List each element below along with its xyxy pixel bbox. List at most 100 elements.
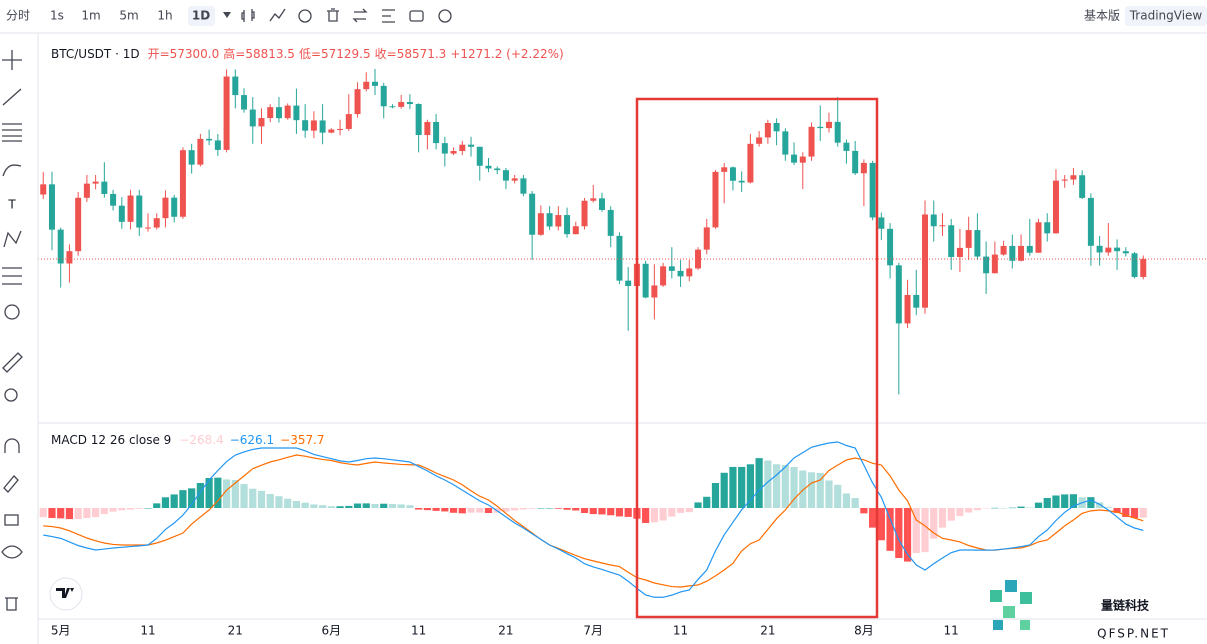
interval[interactable]: 1h xyxy=(157,9,172,23)
histogram-bar xyxy=(738,466,746,508)
camera-icon[interactable] xyxy=(409,10,424,22)
interval[interactable]: 1s xyxy=(50,9,64,23)
compare-icon[interactable] xyxy=(352,8,368,23)
candle-body xyxy=(110,193,117,206)
x-tick-label: 6月 xyxy=(322,624,342,638)
lock-tool[interactable] xyxy=(4,514,19,526)
candle-body xyxy=(869,162,876,218)
macd-value: −626.1 xyxy=(230,433,274,447)
candle-body xyxy=(808,126,815,157)
histogram-bar xyxy=(74,508,82,520)
logo-block xyxy=(990,590,1002,602)
indicator-icon[interactable] xyxy=(269,8,286,22)
candle-body xyxy=(991,254,998,274)
settings-icon[interactable] xyxy=(298,9,312,23)
icon-tool[interactable] xyxy=(4,304,20,320)
candle-body xyxy=(843,142,850,151)
candle-body xyxy=(1096,245,1103,253)
histogram-bar xyxy=(1122,508,1130,517)
candle-body xyxy=(529,193,536,235)
histogram-bar xyxy=(650,508,658,523)
candle-body xyxy=(267,107,274,119)
histogram-bar xyxy=(755,458,763,508)
magnet-tool[interactable] xyxy=(4,438,20,453)
x-tick-label: 21 xyxy=(760,624,775,638)
watermark: 量链科技 QFSP.NET xyxy=(990,580,1168,641)
candle-body xyxy=(57,229,64,264)
candle-body xyxy=(66,251,73,264)
crosshair-tool[interactable] xyxy=(2,50,22,70)
interval[interactable]: 分时 xyxy=(6,9,30,23)
histogram-bar xyxy=(275,496,283,508)
interval[interactable]: 5m xyxy=(119,9,138,23)
histogram-bar xyxy=(467,508,475,513)
histogram-bar xyxy=(205,478,213,508)
interval[interactable]: 1m xyxy=(81,9,100,23)
pattern-tool[interactable] xyxy=(3,230,22,248)
x-tick-label: 5月 xyxy=(51,624,71,638)
candle-body xyxy=(345,114,352,129)
histogram-bar xyxy=(118,508,126,511)
candle-body xyxy=(450,151,457,154)
delete-tool[interactable] xyxy=(5,597,18,611)
candle-body xyxy=(948,225,955,257)
candle-body xyxy=(371,81,378,86)
draw-mode-tool[interactable] xyxy=(3,475,19,493)
x-tick-label: 8月 xyxy=(854,624,874,638)
dropdown-icon[interactable] xyxy=(223,12,231,18)
candle-body xyxy=(825,121,832,129)
trash-icon[interactable] xyxy=(327,8,339,22)
candle-body xyxy=(756,137,763,144)
candle-body xyxy=(1114,247,1121,252)
ohlc-label: 低=57129.5 xyxy=(299,47,371,61)
visibility-tool[interactable] xyxy=(1,545,23,559)
view-option[interactable]: TradingView xyxy=(1129,9,1203,23)
histogram-bar xyxy=(415,508,423,510)
view-option[interactable]: 基本版 xyxy=(1084,9,1120,23)
candle-body xyxy=(468,144,475,147)
replay-icon[interactable] xyxy=(438,9,452,23)
candle-body xyxy=(721,167,728,172)
text-tool[interactable]: T xyxy=(7,198,16,212)
histogram-bar xyxy=(930,508,938,539)
zoom-tool[interactable] xyxy=(4,388,18,402)
candle-body xyxy=(223,76,230,150)
candle-body xyxy=(319,120,326,133)
brush-tool[interactable] xyxy=(2,164,22,177)
histogram-bar xyxy=(659,508,667,521)
histogram-bar xyxy=(554,508,562,509)
candle-body xyxy=(494,168,501,171)
ruler-tool[interactable] xyxy=(2,352,23,373)
trendline-tool[interactable] xyxy=(2,88,22,106)
histogram-bar xyxy=(170,494,178,508)
interval[interactable]: 1D xyxy=(192,9,210,23)
histogram-bar xyxy=(842,493,851,508)
candle-body xyxy=(1070,175,1077,180)
candle-body xyxy=(686,268,693,277)
top-toolbar: 分时 1s 1m 5m 1h 1D 基本版 TradingView xyxy=(0,6,1207,34)
candle-body xyxy=(197,138,204,165)
candle-body xyxy=(502,170,509,181)
candle-icon[interactable] xyxy=(241,9,255,22)
histogram-bar xyxy=(825,480,833,508)
x-tick-label: 7月 xyxy=(583,624,603,638)
candle-body xyxy=(171,197,178,217)
candle-body xyxy=(738,180,745,183)
candle-body xyxy=(1061,179,1068,181)
candle-body xyxy=(118,205,125,222)
candle-body xyxy=(834,121,841,143)
candle-body xyxy=(983,256,990,274)
candle-body xyxy=(310,120,317,131)
list-icon[interactable] xyxy=(382,9,395,23)
candle-body xyxy=(101,181,108,194)
histogram-bar xyxy=(135,508,143,509)
candle-body xyxy=(136,195,143,228)
candle-body xyxy=(564,215,571,235)
histogram-bar xyxy=(869,508,877,528)
fib-tool[interactable] xyxy=(2,123,22,142)
candle-body xyxy=(1105,247,1112,253)
prediction-tool[interactable] xyxy=(2,267,22,285)
histogram-bar xyxy=(109,508,117,512)
candle-body xyxy=(677,270,684,277)
candle-body xyxy=(459,144,466,152)
